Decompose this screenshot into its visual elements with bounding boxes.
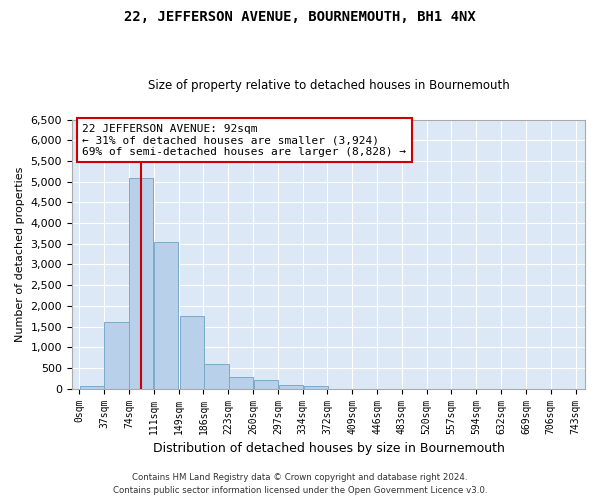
- Text: Contains HM Land Registry data © Crown copyright and database right 2024.
Contai: Contains HM Land Registry data © Crown c…: [113, 474, 487, 495]
- Bar: [104, 322, 128, 388]
- Bar: [80, 386, 104, 388]
- Bar: [254, 380, 278, 388]
- Text: 22 JEFFERSON AVENUE: 92sqm
← 31% of detached houses are smaller (3,924)
69% of s: 22 JEFFERSON AVENUE: 92sqm ← 31% of deta…: [82, 124, 406, 157]
- X-axis label: Distribution of detached houses by size in Bournemouth: Distribution of detached houses by size …: [152, 442, 505, 455]
- Bar: [154, 242, 178, 388]
- Bar: [279, 384, 303, 388]
- Text: 22, JEFFERSON AVENUE, BOURNEMOUTH, BH1 4NX: 22, JEFFERSON AVENUE, BOURNEMOUTH, BH1 4…: [124, 10, 476, 24]
- Bar: [179, 316, 204, 388]
- Y-axis label: Number of detached properties: Number of detached properties: [15, 166, 25, 342]
- Bar: [229, 377, 253, 388]
- Bar: [304, 386, 328, 388]
- Title: Size of property relative to detached houses in Bournemouth: Size of property relative to detached ho…: [148, 79, 509, 92]
- Bar: [130, 178, 154, 388]
- Bar: [205, 364, 229, 388]
